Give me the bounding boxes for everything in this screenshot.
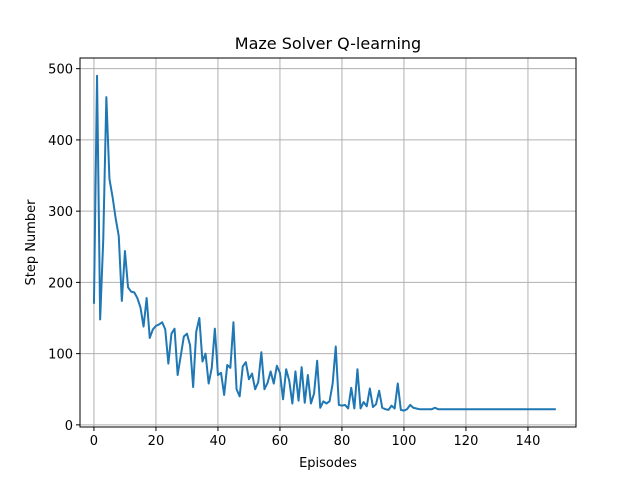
axis-ticks: 0 20 40 60 80 100 120 140 0 100 200 300 400 500 [48,63,540,449]
y-tick-label: 400 [48,134,73,149]
grid-lines [80,58,576,427]
x-tick-label: 40 [210,434,227,449]
x-tick-label: 100 [392,434,417,449]
y-tick-label: 300 [48,205,73,220]
y-tick-label: 500 [48,63,73,78]
data-line-layer [92,74,556,412]
y-tick-label: 0 [65,419,73,434]
x-tick-label: 0 [90,434,98,449]
x-tick-label: 140 [516,434,541,449]
y-axis-label: Step Number [24,199,39,286]
x-tick-label: 60 [272,434,289,449]
x-tick-label: 20 [148,434,165,449]
y-tick-label: 100 [48,348,73,363]
y-tick-label: 200 [48,276,73,291]
x-axis-label: Episodes [299,456,357,471]
x-tick-label: 120 [454,434,479,449]
chart-title: Maze Solver Q-learning [235,34,421,53]
plot-frame [79,57,577,428]
x-tick-label: 80 [334,434,351,449]
data-series-line [92,74,556,412]
